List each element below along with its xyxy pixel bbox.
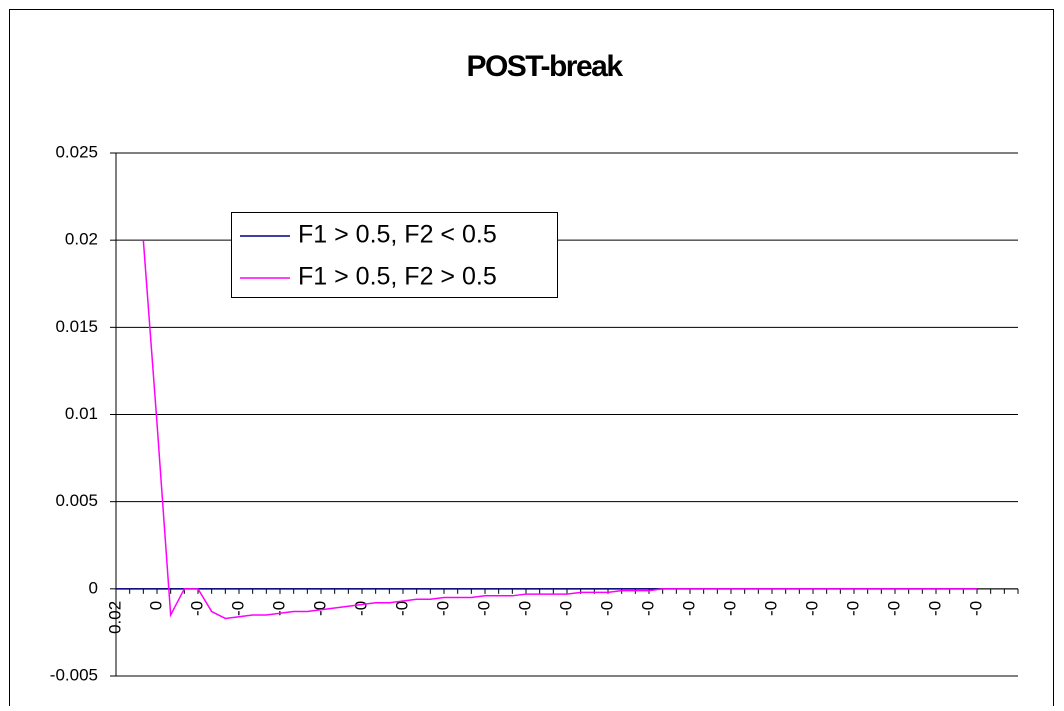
x-tick-label: -0: [310, 601, 329, 616]
x-tick-label: -0: [884, 601, 903, 616]
x-tick-label: -0: [802, 601, 821, 616]
x-tick-label: -0: [966, 601, 985, 616]
y-tick-label: 0.01: [65, 404, 98, 423]
x-tick-label: -0: [843, 601, 862, 616]
y-tick-label: 0: [89, 578, 98, 597]
x-tick-label: -0: [228, 601, 247, 616]
series-line: [142, 240, 977, 620]
y-tick-label: -0.005: [50, 665, 98, 684]
x-tick-label: -0: [638, 601, 657, 616]
y-tick-label: 0.02: [65, 230, 98, 249]
x-tick-label: -0: [556, 601, 575, 616]
legend-label: F1 > 0.5, F2 < 0.5: [298, 221, 497, 249]
x-tick-label: 0.02: [105, 601, 124, 634]
x-tick-label: -0: [187, 601, 206, 616]
x-tick-label: -0: [515, 601, 534, 616]
x-tick-label: -0: [433, 601, 452, 616]
y-tick-label: 0.015: [55, 317, 98, 336]
x-tick-label: -0: [761, 601, 780, 616]
x-tick-label: -0: [720, 601, 739, 616]
y-tick-label: 0.025: [55, 142, 98, 161]
legend-label: F1 > 0.5, F2 > 0.5: [298, 263, 497, 291]
x-tick-label: -0: [597, 601, 616, 616]
legend-box: [231, 212, 558, 298]
x-tick-label: 0: [146, 601, 165, 610]
x-tick-label: -0: [925, 601, 944, 616]
y-tick-label: 0.005: [55, 491, 98, 510]
x-tick-label: -0: [392, 601, 411, 616]
x-tick-label: -0: [679, 601, 698, 616]
chart-title: POST-break: [466, 50, 623, 83]
x-tick-label: -0: [474, 601, 493, 616]
